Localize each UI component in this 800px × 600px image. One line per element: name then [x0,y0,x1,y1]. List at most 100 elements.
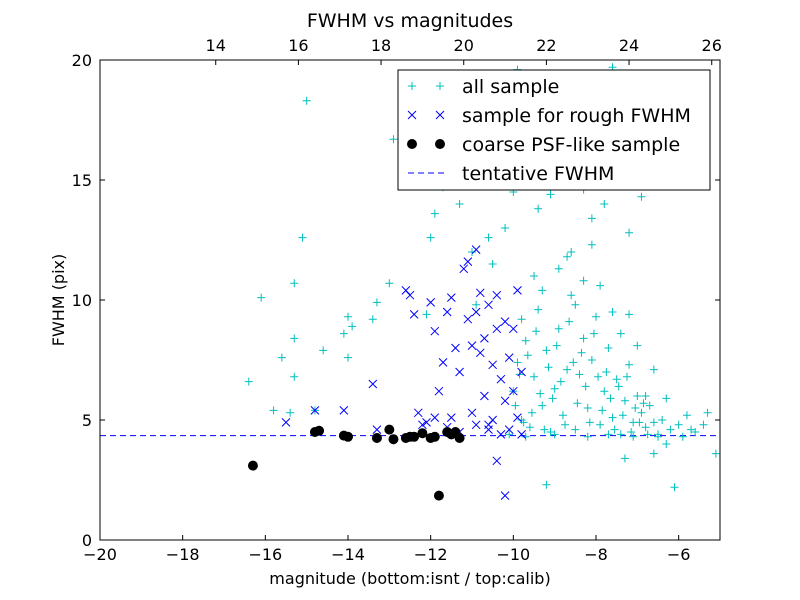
data-point [550,430,559,439]
data-point [598,406,607,415]
x-tick-label: −12 [414,545,448,564]
top-x-tick-label: 16 [288,36,308,55]
data-point [290,334,299,343]
data-point [587,240,596,249]
data-point [459,264,469,274]
data-point [670,483,679,492]
data-point [563,252,572,261]
data-point [418,420,427,430]
data-point [600,200,609,208]
data-point [583,404,592,412]
data-point [633,392,642,400]
data-point [451,343,460,353]
data-point [641,423,650,432]
data-point [389,135,398,144]
data-point [368,379,378,389]
data-point [467,341,477,350]
data-point [581,382,590,391]
data-point [344,312,352,321]
data-point [538,401,547,410]
x-tick-label: −8 [584,545,608,564]
data-point [662,394,671,403]
data-point [596,281,605,290]
data-point [269,406,278,415]
data-point [454,433,465,443]
data-point [501,224,510,232]
data-point [492,456,502,466]
data-point [612,375,621,384]
data-point [649,418,658,427]
y-tick-label: 15 [72,171,92,190]
data-point [302,96,311,105]
data-point [548,394,557,403]
data-point [429,431,440,442]
data-point [319,346,328,355]
data-point [654,432,662,441]
data-point [513,413,522,422]
data-point [639,399,648,408]
data-point [538,286,547,295]
data-point [446,413,456,422]
data-point [633,341,642,350]
data-point [614,382,623,391]
data-point [525,423,534,432]
data-point [585,418,594,427]
data-point [563,365,572,374]
data-point [594,372,603,381]
data-point [422,418,431,427]
data-point [247,460,258,471]
data-point [517,315,526,324]
data-point [608,413,617,422]
data-point [527,408,536,417]
data-point [577,348,586,357]
data-point [372,425,382,434]
data-point [471,307,481,317]
data-point [604,344,613,352]
legend-swatch [435,110,445,120]
data-point [475,288,485,298]
data-point [442,307,452,317]
data-point [674,420,683,429]
x-tick-label: −20 [83,545,117,564]
y-tick-label: 10 [72,291,92,310]
data-point [310,406,320,415]
data-point [703,408,712,417]
data-point [388,434,399,445]
data-point [500,396,510,406]
data-point [658,416,667,424]
data-point [641,392,650,400]
data-point [433,490,444,501]
data-point [413,408,423,418]
top-x-tick-label: 14 [206,36,226,55]
data-point [467,408,477,418]
x-axis-label: magnitude (bottom:isnt / top:calib) [269,569,550,588]
data-point [430,413,440,422]
data-point [339,406,349,415]
data-point [500,491,510,500]
top-x-tick-label: 18 [371,36,391,55]
data-point [343,431,353,442]
legend-label: tentative FWHM [462,163,614,185]
data-point [552,341,561,350]
data-point [385,279,394,288]
data-point [556,377,565,386]
data-point [496,374,506,384]
data-point [384,424,395,435]
data-point [290,372,299,381]
data-point [691,428,700,436]
data-point [616,329,625,338]
data-point [666,425,675,434]
data-point [426,298,436,307]
data-point [649,449,658,458]
data-point [542,480,551,489]
data-point [627,428,636,436]
x-tick-label: −14 [331,545,365,564]
series-plus [244,63,720,492]
data-point [372,298,381,307]
data-point [521,336,530,345]
x-tick-label: −16 [248,545,282,564]
data-point [492,324,502,334]
data-point [573,399,582,408]
data-point [484,425,493,434]
